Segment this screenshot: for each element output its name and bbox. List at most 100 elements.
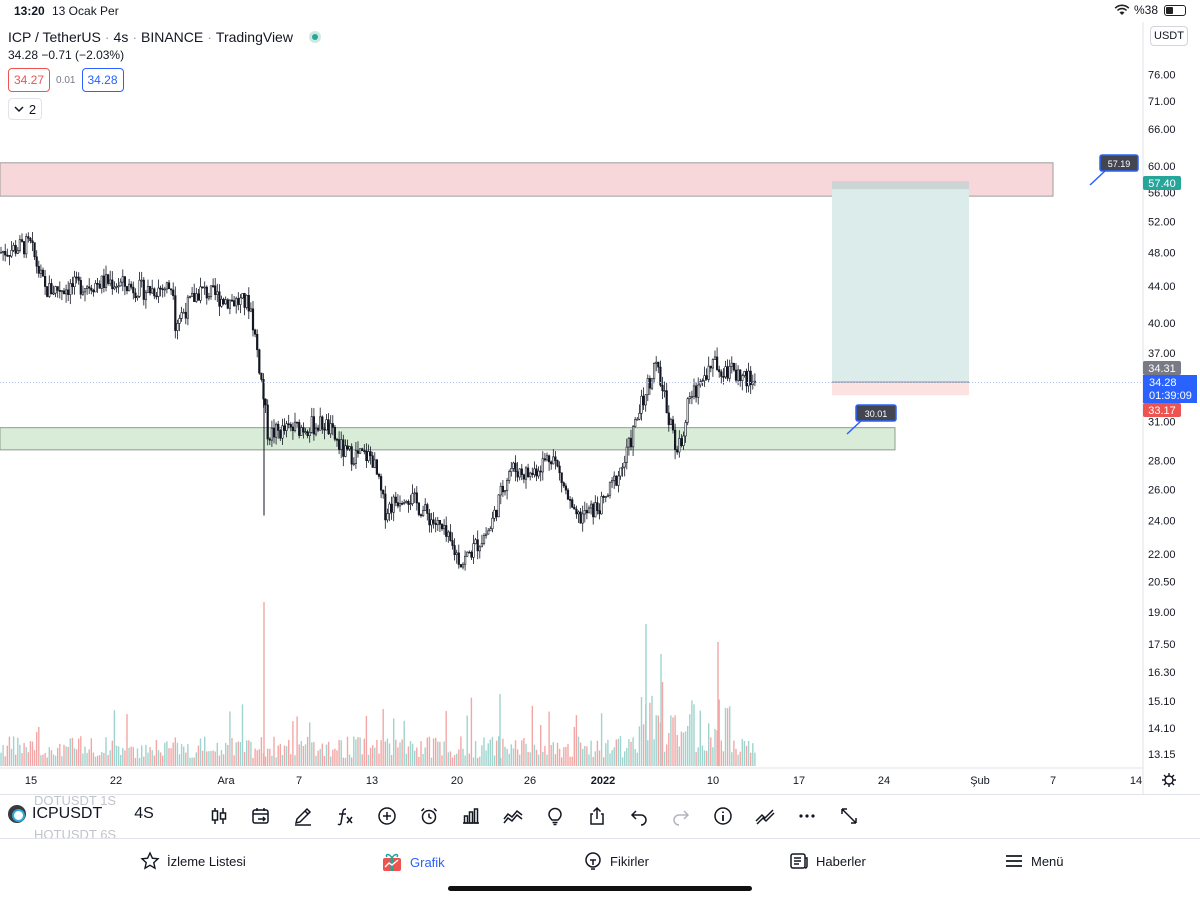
candle-body	[659, 366, 662, 386]
alert-button[interactable]	[408, 801, 450, 831]
candle-body	[741, 375, 744, 381]
volume-bar	[122, 748, 124, 766]
price-tick-label: 71.00	[1148, 96, 1176, 108]
volume-bar	[214, 751, 216, 766]
candle-body	[499, 485, 502, 496]
candle-body	[247, 295, 250, 312]
volume-bar	[619, 736, 622, 766]
volume-bar	[716, 730, 718, 766]
candle-body	[493, 509, 496, 519]
tab-watchlist[interactable]: İzleme Listesi	[140, 851, 246, 871]
volume-bar	[321, 743, 323, 766]
volume-bar	[405, 753, 407, 766]
volume-bar	[86, 752, 88, 766]
volume-bar	[447, 752, 449, 766]
candle-body	[184, 311, 187, 319]
volume-bar	[10, 748, 13, 766]
candle-body	[526, 467, 530, 478]
volume-bar	[42, 754, 44, 766]
volume-bar	[747, 740, 750, 766]
financials-button[interactable]	[450, 801, 492, 831]
volume-bar	[743, 740, 746, 766]
volume-spike	[263, 602, 265, 766]
candle-type-button[interactable]	[198, 801, 240, 831]
time-scale[interactable]: 15 22 Ara 7 13 20 26 2022 10 17 24 Şub 7 14	[25, 775, 1142, 787]
drawing-tools-button[interactable]	[282, 801, 324, 831]
volume-bar	[187, 744, 189, 766]
candle-body	[453, 545, 456, 555]
price-chart[interactable]: 76.00 71.00 66.00 60.00 56.00 52.00 48.00 44.00…	[0, 22, 1200, 794]
candle-body	[285, 423, 288, 431]
fullscreen-button[interactable]	[828, 801, 870, 831]
candle-body	[25, 236, 28, 255]
volume-bar	[569, 756, 571, 766]
volume-bar	[44, 752, 46, 766]
volume-bar	[550, 745, 552, 766]
time-tick-label: 24	[878, 775, 890, 787]
volume-bar	[603, 757, 605, 766]
currency-button[interactable]: USDT	[1150, 26, 1188, 46]
sell-button[interactable]: 34.27	[8, 68, 51, 92]
volume-bar	[388, 743, 391, 766]
volume-bar	[426, 737, 428, 766]
candle-body	[581, 513, 584, 524]
volume-bar	[479, 756, 481, 766]
volume-bar	[220, 750, 223, 766]
candle-body	[264, 398, 267, 406]
volume-bar	[443, 741, 445, 766]
tab-news[interactable]: Haberler	[789, 851, 866, 871]
candle-body	[58, 289, 61, 292]
tab-ideas[interactable]: Fikirler	[583, 851, 649, 871]
volume-bar	[504, 746, 506, 766]
candle-body	[669, 419, 672, 426]
volume-bar	[126, 714, 128, 766]
ideas-button[interactable]	[534, 801, 576, 831]
tab-label: Menü	[1031, 853, 1064, 869]
volume-bar	[672, 717, 674, 766]
indicators-button[interactable]	[324, 801, 366, 831]
volume-bar	[277, 745, 279, 766]
candle-body	[442, 525, 446, 530]
compare-button[interactable]	[240, 801, 282, 831]
volume-bar	[374, 747, 376, 766]
candle-body	[352, 463, 355, 465]
candle-body	[468, 551, 471, 554]
volume-bar	[407, 746, 410, 766]
more-button[interactable]	[786, 801, 828, 831]
candle-body	[734, 369, 738, 381]
candle-body	[199, 286, 202, 301]
toolbar-interval[interactable]: 4S	[134, 805, 154, 822]
symbol-title[interactable]: ICP / TetherUS · 4s · BINANCE · TradingV…	[8, 28, 321, 46]
candle-body	[283, 425, 286, 431]
info-button[interactable]	[702, 801, 744, 831]
candle-body	[130, 283, 133, 288]
add-button[interactable]	[366, 801, 408, 831]
candle-body	[646, 378, 649, 396]
settings-icon[interactable]	[1162, 773, 1176, 787]
tab-menu[interactable]: Menü	[1004, 851, 1064, 871]
symbol-switcher[interactable]: ICPUSDT 4S	[8, 805, 154, 823]
volume-bar	[493, 755, 496, 766]
candle-body	[329, 423, 332, 435]
share-button[interactable]	[576, 801, 618, 831]
buy-button[interactable]: 34.28	[81, 68, 124, 92]
candle-body	[212, 285, 215, 287]
chart-legend: ICP / TetherUS · 4s · BINANCE · TradingV…	[8, 28, 321, 120]
candle-body	[109, 279, 112, 284]
trading-button[interactable]	[744, 801, 786, 831]
price-scale[interactable]: 76.00 71.00 66.00 60.00 56.00 52.00 48.00 44.00…	[1148, 70, 1176, 761]
price-tick-label: 22.00	[1148, 549, 1176, 561]
candle-body	[316, 427, 320, 431]
volume-bar	[206, 751, 208, 766]
candle-body	[619, 467, 622, 477]
undo-button[interactable]	[618, 801, 660, 831]
tab-chart[interactable]: Grafik	[381, 851, 445, 873]
volume-bar	[628, 739, 630, 766]
volume-bar	[342, 757, 344, 766]
price-change: 34.28 −0.71 (−2.03%)	[8, 48, 125, 62]
indicators-collapse-button[interactable]: 2	[8, 98, 42, 120]
menu-icon	[1006, 855, 1022, 867]
replay-button[interactable]	[492, 801, 534, 831]
candle-body	[470, 551, 473, 558]
volume-bar	[636, 752, 638, 766]
